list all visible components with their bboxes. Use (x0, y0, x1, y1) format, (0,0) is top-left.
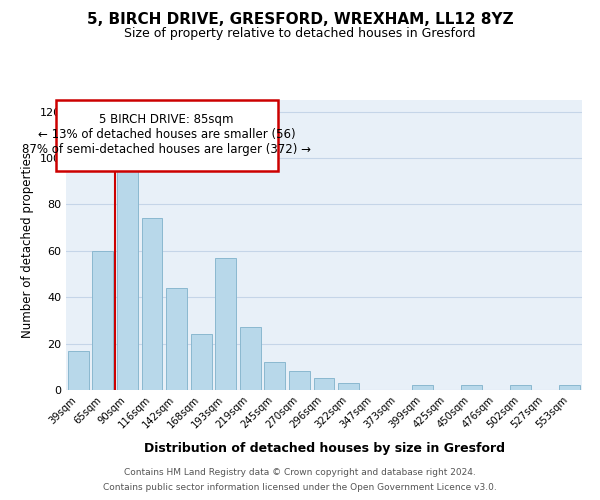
Bar (314, 378, 334, 390)
X-axis label: Distribution of detached houses by size in Gresford: Distribution of detached houses by size … (143, 442, 505, 454)
Bar (215, 258, 236, 390)
Bar (461, 386, 482, 390)
Bar (510, 386, 531, 390)
Text: 87% of semi-detached houses are larger (372) →: 87% of semi-detached houses are larger (… (22, 143, 311, 156)
Bar (166, 288, 187, 390)
Bar (191, 334, 212, 390)
Bar (117, 162, 138, 390)
Text: 5, BIRCH DRIVE, GRESFORD, WREXHAM, LL12 8YZ: 5, BIRCH DRIVE, GRESFORD, WREXHAM, LL12 … (86, 12, 514, 28)
Text: ← 13% of detached houses are smaller (56): ← 13% of detached houses are smaller (56… (38, 128, 295, 141)
Text: Contains public sector information licensed under the Open Government Licence v3: Contains public sector information licen… (103, 483, 497, 492)
Y-axis label: Number of detached properties: Number of detached properties (22, 152, 34, 338)
Bar (265, 362, 286, 390)
Bar (92, 251, 113, 390)
Bar (559, 386, 580, 390)
Bar (338, 383, 359, 390)
Bar (412, 386, 433, 390)
Text: Size of property relative to detached houses in Gresford: Size of property relative to detached ho… (124, 28, 476, 40)
Bar (240, 328, 261, 390)
Text: Contains HM Land Registry data © Crown copyright and database right 2024.: Contains HM Land Registry data © Crown c… (124, 468, 476, 477)
Text: 5 BIRCH DRIVE: 85sqm: 5 BIRCH DRIVE: 85sqm (100, 113, 234, 126)
Bar (289, 372, 310, 390)
Bar (68, 350, 89, 390)
Bar (142, 218, 163, 390)
